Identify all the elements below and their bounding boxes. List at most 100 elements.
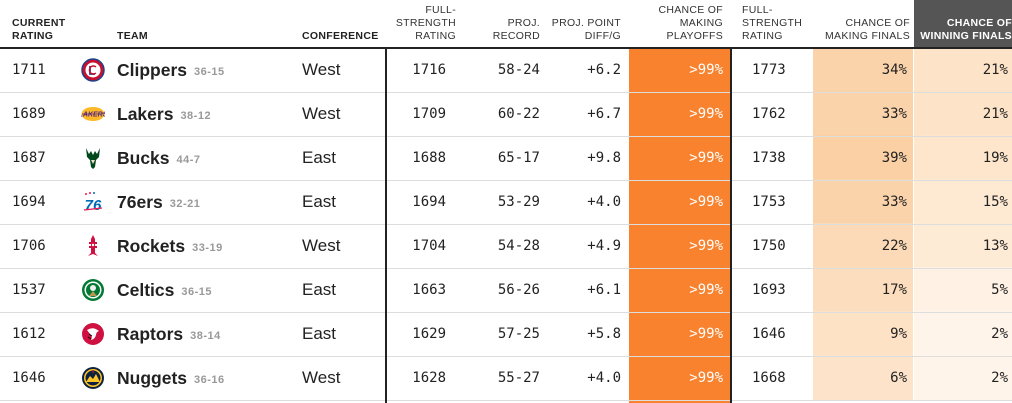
proj-record: 60-22 xyxy=(497,106,540,122)
finals-shade xyxy=(813,47,913,92)
chance-winning: 5% xyxy=(991,282,1008,298)
team-record: 36-16 xyxy=(194,374,225,386)
table-row[interactable]: 1646 Nuggets 36-16 West 1628 55-27 +4.0 … xyxy=(0,356,1012,401)
raptors-logo-icon xyxy=(81,322,105,346)
column-divider xyxy=(730,47,732,403)
team-cell[interactable]: Raptors 38-14 xyxy=(117,312,297,356)
full-strength-rating-2: 1738 xyxy=(752,150,786,166)
playoffs-column-fill xyxy=(629,0,730,403)
clippers-logo-icon xyxy=(81,58,105,82)
header-text: MAKING xyxy=(679,17,723,29)
team-cell[interactable]: Lakers 38-12 xyxy=(117,92,297,136)
finals-shade xyxy=(813,223,913,268)
header-chance-winning[interactable]: CHANCE OF WINNING FINALS xyxy=(914,0,1012,47)
table-row[interactable]: 1711 Clippers 36-15 West 1716 58-24 +6.2… xyxy=(0,48,1012,93)
svg-text:LAKERS: LAKERS xyxy=(81,112,105,119)
finals-shade xyxy=(813,135,913,180)
team-name: Bucks xyxy=(117,147,170,168)
header-proj-point-diff[interactable]: PROJ. POINT DIFF/G xyxy=(548,0,621,47)
header-current-rating[interactable]: CURRENT RATING xyxy=(12,0,82,47)
team-cell[interactable]: Nuggets 36-16 xyxy=(117,356,297,400)
table-row[interactable]: 1687 Bucks 44-7 East 1688 65-17 +9.8 >99… xyxy=(0,136,1012,181)
full-strength-rating: 1688 xyxy=(412,150,446,166)
header-text: STRENGTH xyxy=(742,17,803,29)
chance-playoffs: >99% xyxy=(689,370,723,386)
team-record: 33-19 xyxy=(192,242,223,254)
proj-point-diff: +6.7 xyxy=(587,106,621,122)
team-record: 38-14 xyxy=(190,330,221,342)
table-row[interactable]: 1537 Celtics 36-15 East 1663 56-26 +6.1 … xyxy=(0,268,1012,313)
table-row[interactable]: 1689 LAKERS Lakers 38-12 West 1709 60-22… xyxy=(0,92,1012,137)
current-rating: 1612 xyxy=(12,326,46,342)
header-text: CONFERENCE xyxy=(302,30,379,42)
conference: East xyxy=(302,192,337,211)
full-strength-rating-2: 1646 xyxy=(752,326,786,342)
conference: East xyxy=(302,324,337,343)
team-name: Celtics xyxy=(117,279,175,300)
full-strength-rating: 1704 xyxy=(412,238,446,254)
winning-shade xyxy=(914,311,1012,356)
full-strength-rating-2: 1753 xyxy=(752,194,786,210)
team-cell[interactable]: Rockets 33-19 xyxy=(117,224,297,268)
chance-winning: 19% xyxy=(982,150,1008,166)
proj-record: 53-29 xyxy=(497,194,540,210)
proj-point-diff: +5.8 xyxy=(587,326,621,342)
chance-finals: 17% xyxy=(881,282,907,298)
header-text: RECORD xyxy=(492,30,540,42)
winning-shade xyxy=(914,223,1012,268)
table-row[interactable]: 1612 Raptors 38-14 East 1629 57-25 +5.8 … xyxy=(0,312,1012,357)
finals-shade xyxy=(813,355,913,400)
chance-playoffs: >99% xyxy=(689,106,723,122)
proj-record: 55-27 xyxy=(497,370,540,386)
team-cell[interactable]: Celtics 36-15 xyxy=(117,268,297,312)
chance-playoffs: >99% xyxy=(689,150,723,166)
header-full-strength-rating-2[interactable]: FULL- STRENGTH RATING xyxy=(742,0,812,47)
team-name: Lakers xyxy=(117,103,174,124)
chance-winning: 2% xyxy=(991,326,1008,342)
proj-record: 58-24 xyxy=(497,62,540,78)
team-name: Nuggets xyxy=(117,367,187,388)
current-rating: 1711 xyxy=(12,62,46,78)
team-record: 36-15 xyxy=(194,66,225,78)
current-rating: 1689 xyxy=(12,106,46,122)
header-text: FULL- xyxy=(742,4,773,16)
winning-shade xyxy=(914,179,1012,224)
team-cell[interactable]: 76ers 32-21 xyxy=(117,180,297,224)
header-text: RATING xyxy=(12,30,54,42)
header-text: PLAYOFFS xyxy=(666,30,723,42)
full-strength-rating: 1628 xyxy=(412,370,446,386)
header-proj-record[interactable]: PROJ. RECORD xyxy=(470,0,540,47)
header-full-strength-rating[interactable]: FULL- STRENGTH RATING xyxy=(390,0,456,47)
proj-record: 57-25 xyxy=(497,326,540,342)
proj-point-diff: +4.0 xyxy=(587,370,621,386)
table-row[interactable]: 1706 Rockets 33-19 West 1704 54-28 +4.9 … xyxy=(0,224,1012,269)
team-record: 38-12 xyxy=(180,110,212,122)
chance-winning: 21% xyxy=(982,106,1008,122)
header-chance-playoffs[interactable]: CHANCE OF MAKING PLAYOFFS xyxy=(629,0,723,47)
header-text: RATING xyxy=(415,30,456,42)
header-conference[interactable]: CONFERENCE xyxy=(302,0,382,47)
current-rating: 1706 xyxy=(12,238,46,254)
table-header: CURRENT RATING TEAM CONFERENCE FULL- STR… xyxy=(0,0,1012,49)
finals-shade xyxy=(813,179,913,224)
header-text: PROJ. xyxy=(507,17,540,29)
winning-shade xyxy=(914,135,1012,180)
header-team[interactable]: TEAM xyxy=(117,0,197,47)
full-strength-rating-2: 1750 xyxy=(752,238,786,254)
rockets-logo-icon xyxy=(81,234,105,258)
full-strength-rating-2: 1693 xyxy=(752,282,786,298)
conference: West xyxy=(302,236,341,255)
header-chance-finals[interactable]: CHANCE OF MAKING FINALS xyxy=(813,0,910,47)
current-rating: 1537 xyxy=(12,282,46,298)
conference: East xyxy=(302,148,337,167)
full-strength-rating: 1629 xyxy=(412,326,446,342)
table-row[interactable]: 1694 76 76ers 32-21 East 1694 53-29 +4.0… xyxy=(0,180,1012,225)
chance-finals: 22% xyxy=(881,238,907,254)
team-cell[interactable]: Bucks 44-7 xyxy=(117,136,297,180)
chance-winning: 15% xyxy=(982,194,1008,210)
celtics-logo-icon xyxy=(81,278,105,302)
team-cell[interactable]: Clippers 36-15 xyxy=(117,48,297,92)
proj-point-diff: +9.8 xyxy=(587,150,621,166)
proj-point-diff: +6.1 xyxy=(587,282,621,298)
bucks-logo-icon xyxy=(81,146,105,170)
